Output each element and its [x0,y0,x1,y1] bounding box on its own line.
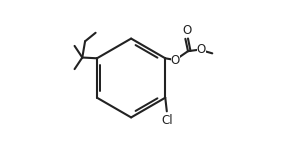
Text: Cl: Cl [161,114,173,127]
Text: O: O [171,54,180,67]
Text: O: O [182,24,191,37]
Text: O: O [197,43,206,56]
